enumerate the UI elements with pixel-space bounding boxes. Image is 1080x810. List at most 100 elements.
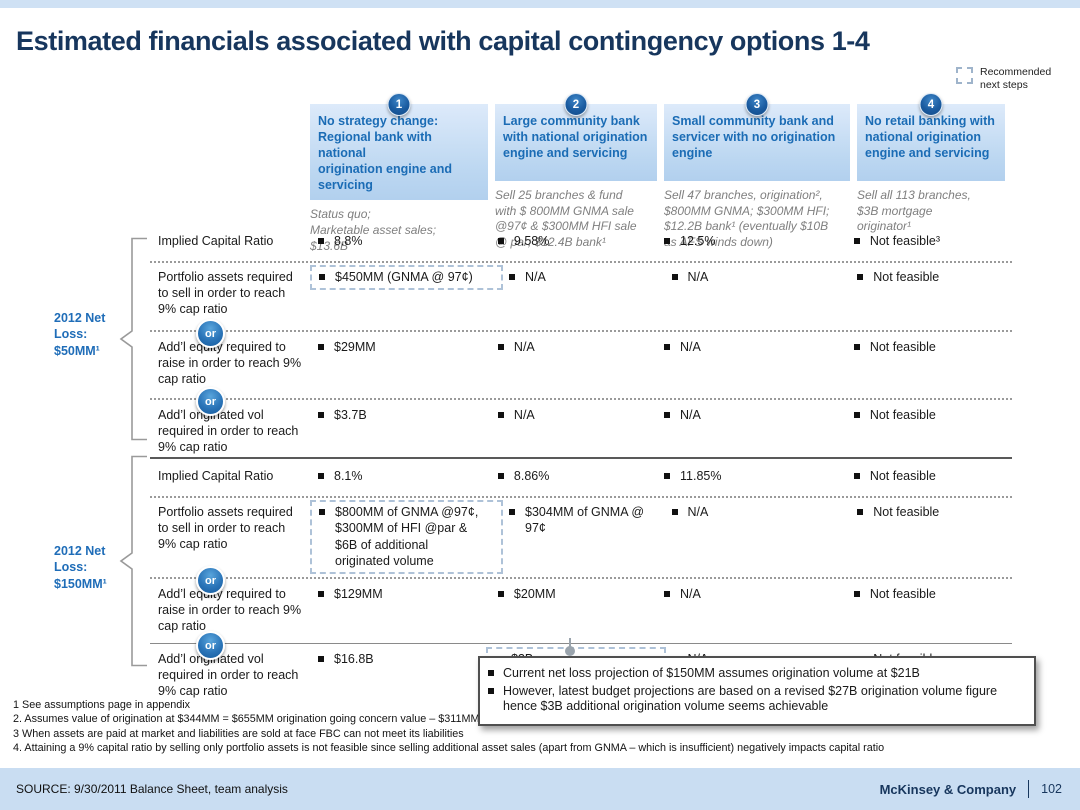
dotted-separator: or bbox=[150, 319, 1012, 348]
bullet-icon bbox=[853, 238, 860, 244]
bullet-icon bbox=[664, 591, 670, 597]
option-4-column: 4 No retail banking with national origin… bbox=[857, 93, 1005, 254]
value-cell-highlighted: $800MM of GNMA @97¢, $300MM of HFI @par … bbox=[310, 500, 504, 574]
callout-box: Current net loss projection of $150MM as… bbox=[478, 656, 1036, 726]
value-cell: 11.85% bbox=[664, 468, 854, 484]
bullet-icon bbox=[497, 412, 504, 418]
section-2-brace bbox=[119, 455, 149, 667]
value-cell: 8.86% bbox=[497, 468, 664, 484]
bullet-icon bbox=[497, 591, 504, 597]
bullet-icon bbox=[318, 412, 324, 418]
table-row: Portfolio assets required to sell in ord… bbox=[150, 265, 1012, 327]
row-label: Add’l equity required to raise in order … bbox=[158, 587, 302, 633]
value-cell: Not feasible bbox=[853, 339, 1012, 355]
bullet-icon bbox=[497, 473, 504, 479]
option-1-number-badge: 1 bbox=[387, 93, 411, 116]
dashed-box-icon bbox=[956, 67, 973, 84]
value-cell: N/A bbox=[497, 339, 664, 355]
dotted-separator bbox=[150, 496, 1012, 498]
value-cell: Not feasible³ bbox=[853, 233, 1012, 249]
row-label: Implied Capital Ratio bbox=[158, 234, 274, 248]
bullet-icon bbox=[664, 412, 670, 418]
bullet-icon bbox=[857, 509, 864, 515]
option-headers: 1 No strategy change: Regional bank with… bbox=[310, 93, 1005, 254]
value-cell: Not feasible bbox=[857, 504, 1012, 520]
table-row: Implied Capital Ratio 8.1% 8.86% 11.85% … bbox=[150, 468, 1012, 494]
option-2-number-badge: 2 bbox=[564, 93, 588, 116]
value-cell: N/A bbox=[497, 407, 664, 423]
value-cell: Not feasible bbox=[853, 407, 1012, 423]
footnote-3: 3 When assets are paid at market and lia… bbox=[13, 727, 464, 740]
value-cell: $3.7B bbox=[318, 407, 498, 423]
row-label: Add’l originated vol required in order t… bbox=[158, 408, 299, 454]
bullet-icon bbox=[319, 274, 325, 280]
page-number: 102 bbox=[1041, 782, 1062, 796]
option-3-title: Small community bank and servicer with n… bbox=[664, 104, 850, 181]
value-cell: $304MM of GNMA @ 97¢ bbox=[509, 504, 672, 537]
bullet-icon bbox=[318, 238, 324, 244]
option-2-column: 2 Large community bank with national ori… bbox=[495, 93, 657, 254]
option-4-title: No retail banking with national originat… bbox=[857, 104, 1005, 181]
option-4-description: Sell all 113 branches, $3B mortgage orig… bbox=[857, 188, 971, 234]
option-4-number-badge: 4 bbox=[919, 93, 943, 116]
bullet-icon bbox=[318, 473, 324, 479]
bullet-icon bbox=[497, 344, 504, 350]
option-2-description: Sell 25 branches & fund with $ 800MM GNM… bbox=[495, 188, 637, 249]
page-title: Estimated financials associated with cap… bbox=[16, 26, 870, 56]
bullet-icon bbox=[497, 238, 504, 244]
value-cell: 12.5% bbox=[664, 233, 854, 249]
or-badge: or bbox=[196, 387, 225, 416]
bullet-icon bbox=[664, 238, 670, 244]
table-row: Portfolio assets required to sell in ord… bbox=[150, 500, 1012, 574]
section-1-label: 2012 Net Loss: $50MM¹ bbox=[54, 311, 106, 358]
option-3-column: 3 Small community bank and servicer with… bbox=[664, 93, 850, 254]
bullet-icon bbox=[509, 274, 516, 280]
value-cell: 8.8% bbox=[318, 233, 498, 249]
bullet-icon bbox=[488, 687, 494, 694]
bullet-icon bbox=[853, 344, 860, 350]
callout-line: However, latest budget projections are b… bbox=[488, 684, 1024, 715]
row-label: Portfolio assets required to sell in ord… bbox=[158, 270, 293, 316]
value-cell: Not feasible bbox=[853, 586, 1012, 602]
value-cell: N/A bbox=[509, 269, 672, 285]
callout-connector-dot bbox=[565, 646, 575, 656]
financials-table: Implied Capital Ratio 8.8% 9.58% 12.5% N… bbox=[150, 233, 1012, 699]
bullet-icon bbox=[488, 670, 494, 676]
or-badge: or bbox=[196, 319, 225, 348]
source-text: SOURCE: 9/30/2011 Balance Sheet, team an… bbox=[16, 782, 288, 796]
bullet-icon bbox=[664, 344, 670, 350]
value-cell: $29MM bbox=[318, 339, 498, 355]
value-cell: N/A bbox=[664, 586, 854, 602]
row-label: Add’l equity required to raise in order … bbox=[158, 340, 302, 386]
bullet-icon bbox=[853, 473, 860, 479]
footer-bar: SOURCE: 9/30/2011 Balance Sheet, team an… bbox=[0, 768, 1080, 810]
table-row: Implied Capital Ratio 8.8% 9.58% 12.5% N… bbox=[150, 233, 1012, 259]
option-3-number-badge: 3 bbox=[745, 93, 769, 116]
or-badge: or bbox=[196, 631, 225, 660]
value-cell: 9.58% bbox=[497, 233, 664, 249]
footer-divider bbox=[1028, 780, 1030, 798]
bullet-icon bbox=[318, 344, 324, 350]
value-cell: $129MM bbox=[318, 586, 498, 602]
option-3-description: Sell 47 branches, origination², $800MM G… bbox=[664, 188, 830, 249]
bullet-icon bbox=[853, 591, 860, 597]
dotted-separator: or bbox=[150, 387, 1012, 416]
section-2-label: 2012 Net Loss: $150MM¹ bbox=[54, 544, 107, 591]
solid-separator: or bbox=[150, 631, 1012, 660]
footnote-4: 4. Attaining a 9% capital ratio by selli… bbox=[13, 742, 885, 755]
option-1-column: 1 No strategy change: Regional bank with… bbox=[310, 93, 488, 254]
bullet-icon bbox=[318, 656, 324, 662]
row-label: Add’l originated vol required in order t… bbox=[158, 652, 299, 698]
row-label: Portfolio assets required to sell in ord… bbox=[158, 505, 293, 551]
value-cell: N/A bbox=[664, 339, 854, 355]
brand-text: McKinsey & Company bbox=[879, 781, 1017, 797]
bullet-icon bbox=[853, 412, 860, 418]
row-label: Implied Capital Ratio bbox=[158, 469, 274, 483]
or-badge: or bbox=[196, 566, 225, 595]
value-cell: N/A bbox=[671, 269, 858, 285]
callout-connector-line bbox=[569, 638, 571, 648]
value-cell: Not feasible bbox=[857, 269, 1012, 285]
bullet-icon bbox=[319, 509, 325, 515]
bullet-icon bbox=[671, 509, 678, 515]
dotted-separator: or bbox=[150, 566, 1012, 595]
